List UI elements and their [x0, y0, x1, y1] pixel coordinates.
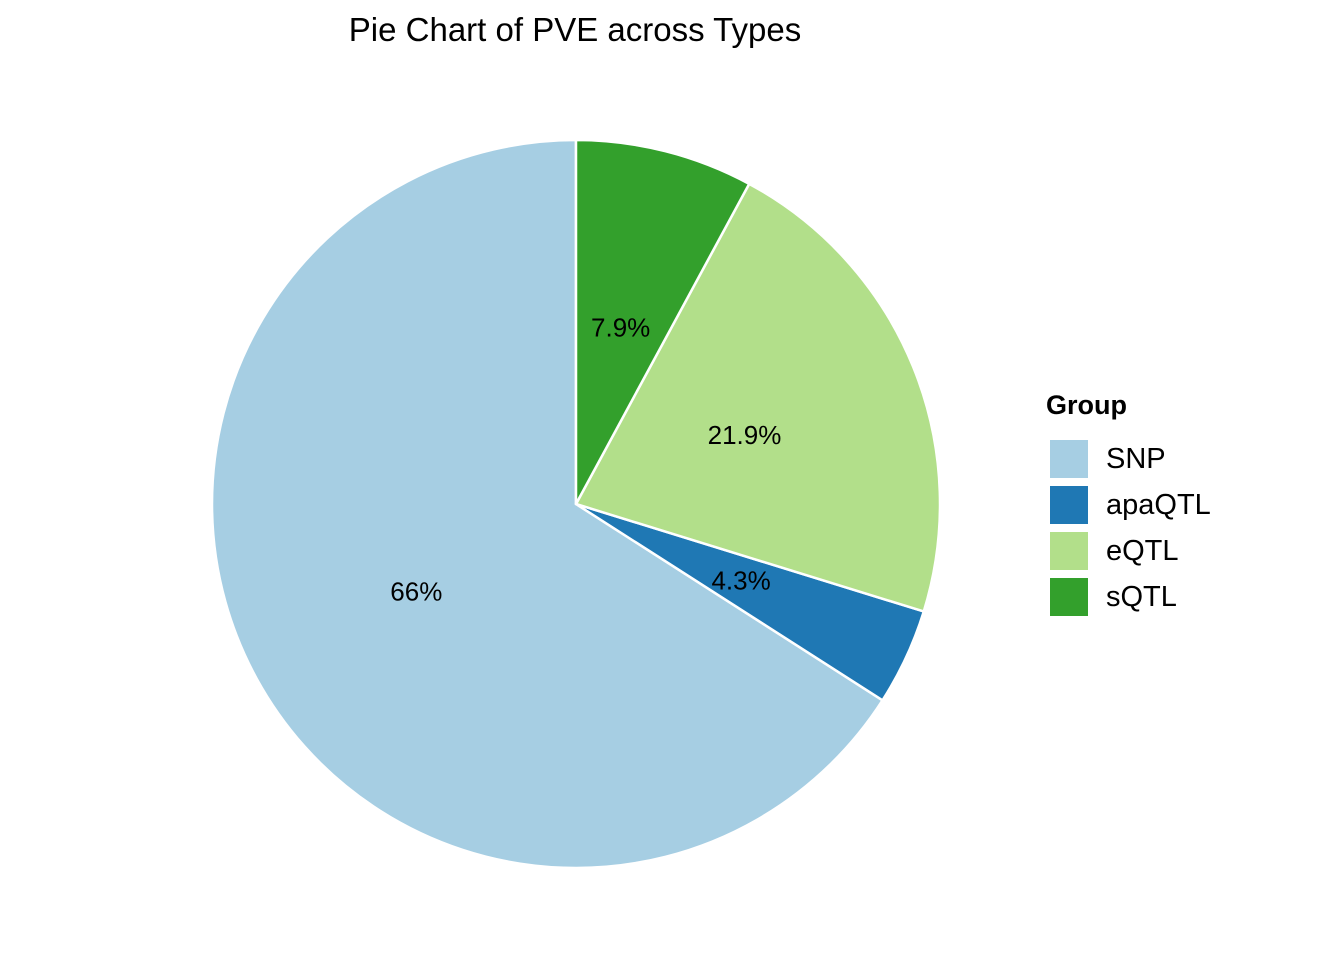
legend-item-apaqtl: apaQTL — [1046, 482, 1211, 528]
pie-slice-snp — [210, 138, 884, 870]
slice-label-apaqtl: 4.3% — [711, 566, 770, 596]
legend-label-apaqtl: apaQTL — [1106, 489, 1211, 521]
legend-swatch-sqtl — [1048, 576, 1090, 618]
legend-items: SNP apaQTL eQTL sQTL — [1046, 436, 1211, 620]
legend-label-sqtl: sQTL — [1106, 581, 1177, 613]
legend-title: Group — [1046, 390, 1127, 420]
slice-label-eqtl: 21.9% — [708, 420, 782, 450]
pie-slice-sqtl — [574, 138, 751, 506]
legend-swatch-apaqtl — [1048, 484, 1090, 526]
legend-item-sqtl: sQTL — [1046, 574, 1211, 620]
slice-label-sqtl: 7.9% — [591, 313, 650, 343]
legend-swatch-snp — [1048, 438, 1090, 480]
legend-label-eqtl: eQTL — [1106, 535, 1179, 567]
pie-slice-eqtl — [574, 182, 942, 613]
legend-swatch-eqtl — [1048, 530, 1090, 572]
pie-labels: 66% 4.3% 21.9% 7.9% — [390, 313, 781, 607]
pie-slices — [210, 138, 942, 870]
slice-label-snp: 66% — [390, 576, 442, 606]
chart-title: Pie Chart of PVE across Types — [348, 11, 802, 48]
pie-chart: 66% 4.3% 21.9% 7.9% — [210, 138, 942, 870]
legend-label-snp: SNP — [1106, 443, 1166, 475]
legend-item-snp: SNP — [1046, 436, 1211, 482]
legend-item-eqtl: eQTL — [1046, 528, 1211, 574]
legend: Group SNP apaQTL eQTL sQTL — [1046, 388, 1211, 620]
